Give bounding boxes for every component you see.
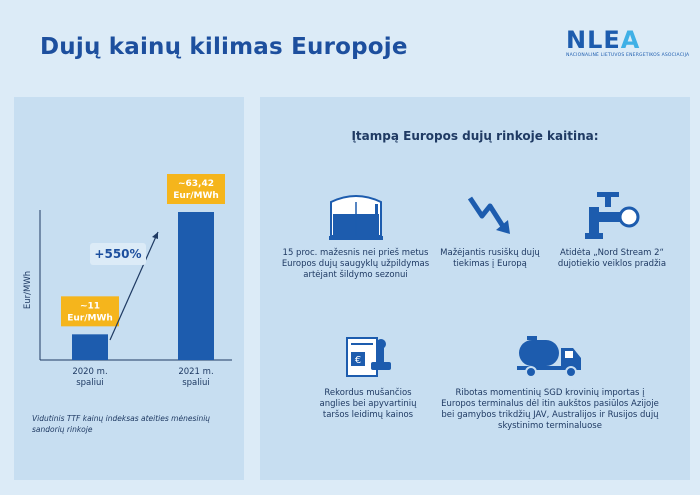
bar-2021	[178, 212, 214, 360]
growth-arrow-head	[152, 232, 158, 239]
chart-footnote: Vidutinis TTF kainų indeksas ateities mė…	[32, 414, 211, 434]
category-label-2021-line2: spaliui	[182, 378, 210, 388]
emission-permit-stamp-icon: €	[346, 337, 391, 377]
nlea-logo: NLEA NACIONALINĖ LIETUVOS ENERGETIKOS AS…	[566, 26, 690, 58]
factor-nordstream-text: Atidėta „Nord Stream 2“ dujotiekio veikl…	[557, 248, 667, 269]
bar-2020	[72, 334, 108, 360]
svg-text:Eur/MWh: Eur/MWh	[67, 313, 113, 323]
gas-storage-tank-icon	[328, 195, 383, 240]
factors-title: Įtampą Europos dujų rinkoje kaitina:	[351, 129, 599, 143]
svg-text:Eur/MWh: Eur/MWh	[173, 191, 219, 201]
logo-subtitle: NACIONALINĖ LIETUVOS ENERGETIKOS ASOCIAC…	[566, 53, 690, 58]
category-label-2021: 2021 m.	[178, 367, 213, 377]
y-axis-label: Eur/MWh	[23, 271, 33, 309]
svg-text:~11: ~11	[80, 301, 100, 311]
change-badge	[90, 243, 146, 265]
factor-lng-imports: Ribotas momentinių SGD krovinių importas…	[440, 332, 660, 432]
factor-storage: 15 proc. mažesnis nei prieš metus Europo…	[278, 190, 433, 281]
growth-arrow	[109, 231, 159, 341]
factor-supply-text: Mažėjantis rusiškų dujų tiekimas į Europ…	[440, 248, 540, 269]
change-label: +550%	[94, 247, 141, 261]
svg-text:€: €	[355, 355, 361, 366]
pipeline-valve-icon	[585, 192, 640, 239]
tanker-truck-icon	[517, 336, 581, 378]
factor-coal-emissions-text: Rekordus mušančios anglies bei apyvartin…	[319, 388, 417, 420]
downtrend-arrow-icon	[467, 196, 510, 234]
factor-supply: Mažėjantis rusiškų dujų tiekimas į Europ…	[440, 190, 540, 270]
factors-panel: Įtampą Europos dujų rinkoje kaitina:	[260, 97, 690, 480]
logo-wordmark: NLEA	[566, 26, 641, 54]
factor-lng-imports-text: Ribotas momentinių SGD krovinių importas…	[441, 388, 659, 431]
category-label-2020-line2: spaliui	[76, 378, 104, 388]
factor-coal-emissions: € Rekordus mušančios anglies bei apyvart…	[308, 332, 428, 421]
factor-nordstream: Atidėta „Nord Stream 2“ dujotiekio veikl…	[552, 190, 672, 270]
svg-text:~63,42: ~63,42	[178, 179, 214, 189]
value-label-2021: ~63,42 Eur/MWh	[167, 174, 225, 204]
value-label-2020: ~11 Eur/MWh	[61, 296, 119, 327]
category-label-2020: 2020 m.	[72, 367, 107, 377]
factor-storage-text: 15 proc. mažesnis nei prieš metus Europo…	[281, 248, 430, 280]
page-title: Dujų kainų kilimas Europoje	[40, 34, 408, 60]
